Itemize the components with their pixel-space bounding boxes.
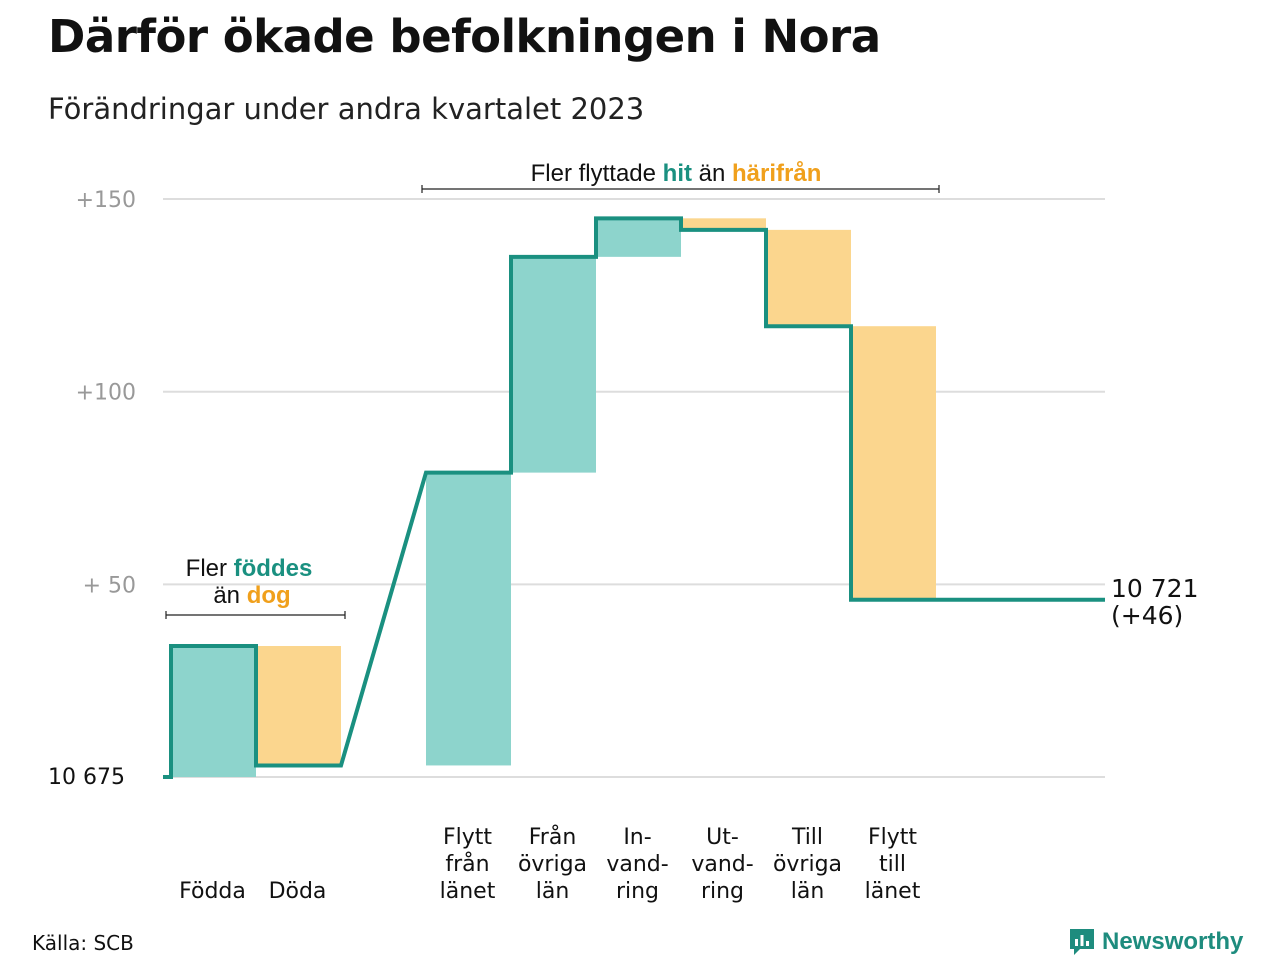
x-label-3-0: Från: [529, 824, 577, 850]
bar-3: [511, 256, 596, 473]
x-label-1-0: Döda: [269, 879, 327, 904]
x-label-6-2: län: [791, 879, 825, 904]
bar-4: [596, 218, 681, 257]
x-label-3-1: övriga: [518, 852, 587, 877]
bar-2: [426, 472, 511, 766]
x-label-2-2: länet: [440, 879, 496, 904]
births-annotation-bracket: [165, 611, 346, 619]
brand-logo: Newsworthy: [1068, 924, 1243, 960]
x-label-6-1: övriga: [773, 852, 842, 877]
end-total-label: 10 721: [1111, 574, 1198, 603]
cumulative-step-line: [163, 216, 1105, 779]
x-label-3-2: län: [536, 879, 570, 904]
migration-annotation-pre: Fler flyttade: [531, 160, 663, 187]
svg-text:Fler flyttade hit än härifrån: Fler flyttade hit än härifrån: [531, 160, 822, 187]
x-label-4-2: ring: [616, 879, 659, 904]
newsworthy-logo-icon: [1070, 929, 1094, 955]
x-label-0-0: Födda: [179, 879, 246, 904]
migration-annotation: Fler flyttade hit än härifrån: [421, 160, 940, 193]
chart-title: Därför ökade befolkningen i Nora: [48, 10, 881, 63]
births-annotation-pre2: än: [213, 582, 246, 609]
bar-layer: [171, 218, 936, 777]
bar-7: [851, 326, 936, 600]
y-tick-label-150: +150: [76, 188, 136, 213]
x-label-2-0: Flytt: [443, 825, 492, 850]
svg-text:Fler föddes: Fler föddes: [186, 555, 313, 582]
chart-subtitle: Förändringar under andra kvartalet 2023: [48, 92, 645, 126]
x-label-5-0: Ut-: [706, 825, 739, 850]
births-annotation-hl1: föddes: [234, 555, 313, 582]
x-label-7-0: Flytt: [868, 825, 917, 850]
brand-name: Newsworthy: [1102, 928, 1244, 955]
migration-annotation-hl1: hit: [663, 160, 692, 187]
bar-0: [171, 645, 256, 777]
bar-6: [766, 229, 851, 327]
y-tick-label-50: + 50: [83, 573, 136, 598]
births-annotation-hl2: dog: [247, 582, 291, 609]
births-annotation-pre1: Fler: [186, 555, 234, 582]
line-layer: [163, 216, 1105, 779]
y-tick-label-100: +100: [76, 381, 136, 406]
migration-annotation-hl2: härifrån: [732, 160, 821, 187]
grid-layer: [163, 198, 1105, 778]
y-baseline-label: 10 675: [48, 765, 125, 790]
x-label-5-2: ring: [701, 879, 744, 904]
x-label-5-1: vand-: [691, 852, 753, 877]
end-change-label: (+46): [1111, 601, 1183, 630]
source-note: Källa: SCB: [32, 931, 134, 955]
x-label-4-0: In-: [623, 825, 651, 850]
x-label-4-1: vand-: [606, 852, 668, 877]
x-label-7-1: till: [879, 852, 906, 877]
migration-annotation-bracket: [421, 185, 940, 193]
svg-text:än dog: än dog: [213, 582, 290, 609]
x-label-2-1: från: [445, 851, 489, 877]
x-label-6-0: Till: [791, 825, 823, 850]
x-label-7-2: länet: [865, 879, 921, 904]
bar-5: [681, 218, 766, 230]
bar-1: [256, 645, 341, 766]
births-annotation: Fler föddes än dog: [165, 555, 346, 619]
migration-annotation-mid: än: [692, 160, 732, 187]
